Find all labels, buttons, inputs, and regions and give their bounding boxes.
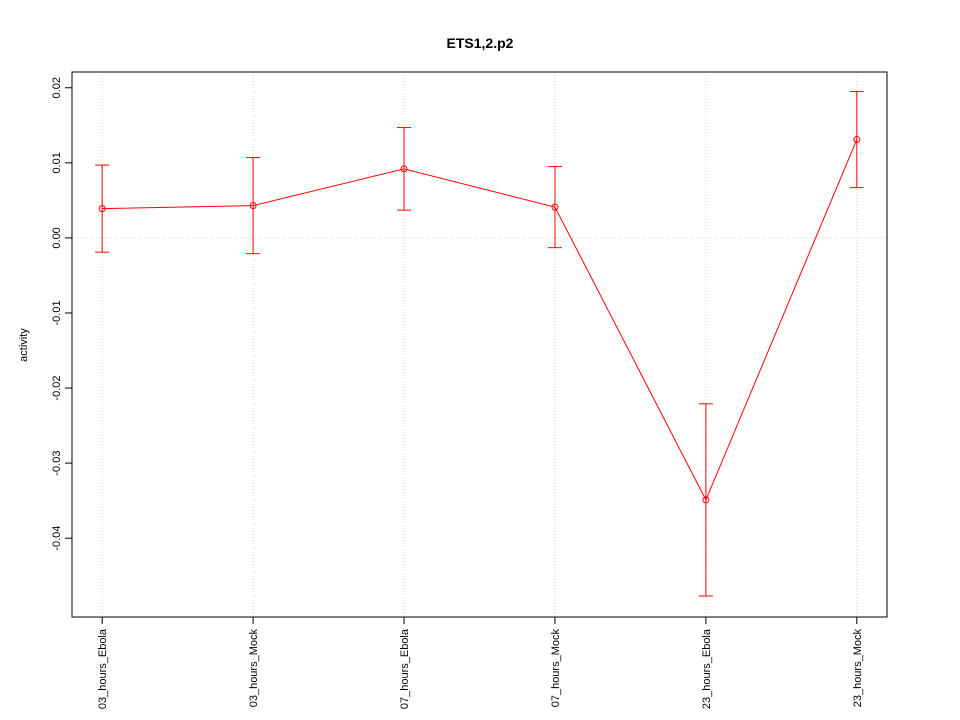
point bbox=[249, 202, 257, 210]
line bbox=[102, 139, 858, 502]
point bbox=[551, 203, 559, 211]
x-tick-label: 07_hours_Mock bbox=[550, 629, 562, 708]
y-tick-label: -0.04 bbox=[51, 526, 63, 551]
y-axis-label: activity bbox=[18, 328, 30, 362]
x-tick-label: 23_hours_Ebola bbox=[701, 628, 713, 709]
error-bar bbox=[698, 403, 713, 597]
chart-title: ETS1,2.p2 bbox=[447, 35, 514, 51]
plot-frame bbox=[71, 71, 888, 618]
x-tick-label: 07_hours_Ebola bbox=[399, 628, 411, 709]
x-tick-label: 03_hours_Mock bbox=[248, 629, 260, 708]
y-tick-label: 0.02 bbox=[51, 77, 63, 98]
point bbox=[853, 136, 861, 144]
x-tick-label: 23_hours_Mock bbox=[852, 629, 864, 708]
error-bar bbox=[849, 91, 864, 189]
y-tick-label: 0.01 bbox=[51, 152, 63, 173]
error-bar bbox=[95, 164, 110, 253]
error-bar bbox=[397, 127, 412, 211]
error-bar bbox=[246, 157, 261, 255]
error-bar bbox=[547, 166, 562, 249]
point bbox=[400, 165, 408, 173]
y-tick-label: -0.03 bbox=[51, 451, 63, 476]
x-tick-label: 03_hours_Ebola bbox=[97, 628, 109, 709]
point bbox=[702, 496, 710, 504]
y-tick-label: -0.01 bbox=[51, 300, 63, 325]
point bbox=[98, 205, 106, 213]
y-tick-label: 0.00 bbox=[51, 227, 63, 248]
y-tick-label: -0.02 bbox=[51, 376, 63, 401]
